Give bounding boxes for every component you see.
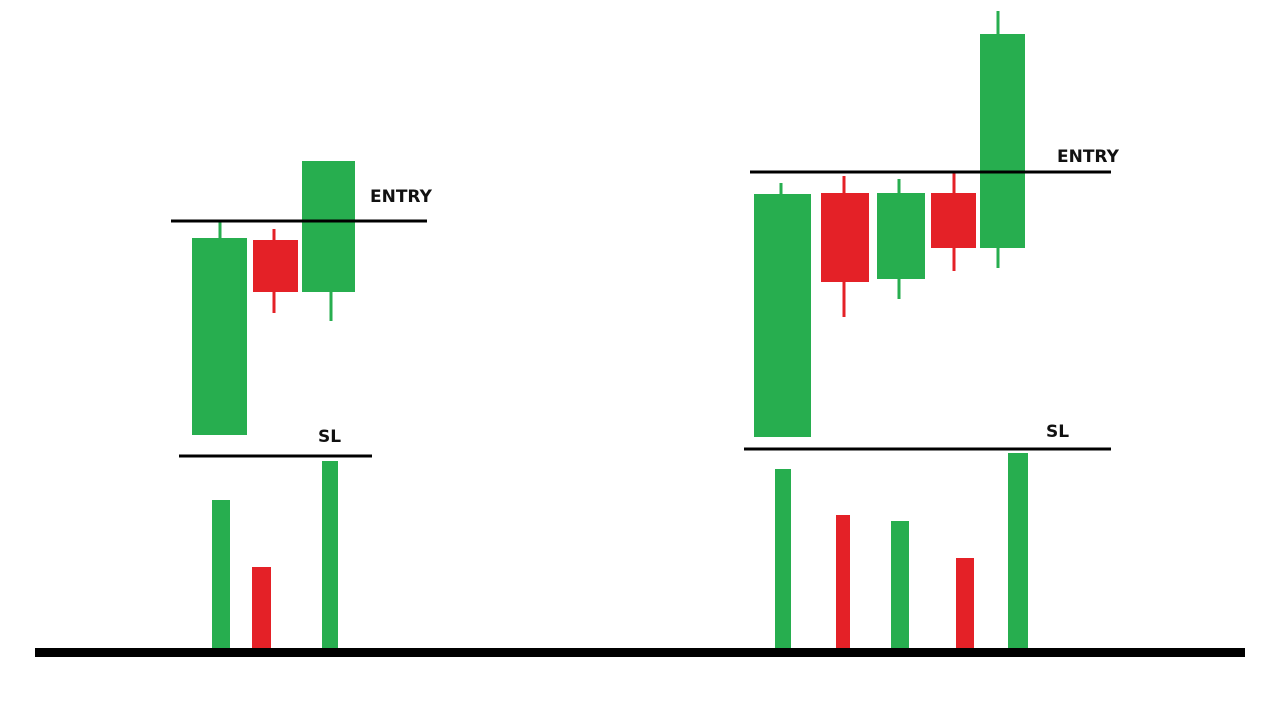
volume-bar — [252, 567, 271, 652]
right-setup: ENTRY SL — [744, 11, 1120, 650]
volume-bar — [322, 461, 338, 652]
candle-bullish — [302, 161, 355, 292]
volume-bar — [956, 558, 974, 650]
volume-bar — [836, 515, 850, 650]
candle-bullish — [192, 238, 247, 435]
left-setup: ENTRY SL — [171, 161, 433, 652]
sl-label: SL — [1046, 422, 1069, 442]
volume-bar — [775, 469, 791, 650]
volume-bar — [891, 521, 909, 650]
candle-bullish — [980, 34, 1025, 248]
entry-label: ENTRY — [370, 187, 433, 207]
candle-bearish — [253, 240, 298, 292]
baseline — [35, 648, 1245, 657]
volume-bar — [1008, 453, 1028, 650]
candle-bullish — [877, 193, 925, 279]
volume-bar — [212, 500, 230, 652]
candle-bearish — [931, 193, 976, 248]
sl-label: SL — [318, 427, 341, 447]
candle-bullish — [754, 194, 811, 437]
entry-label: ENTRY — [1057, 147, 1120, 167]
candle-bearish — [821, 193, 869, 282]
